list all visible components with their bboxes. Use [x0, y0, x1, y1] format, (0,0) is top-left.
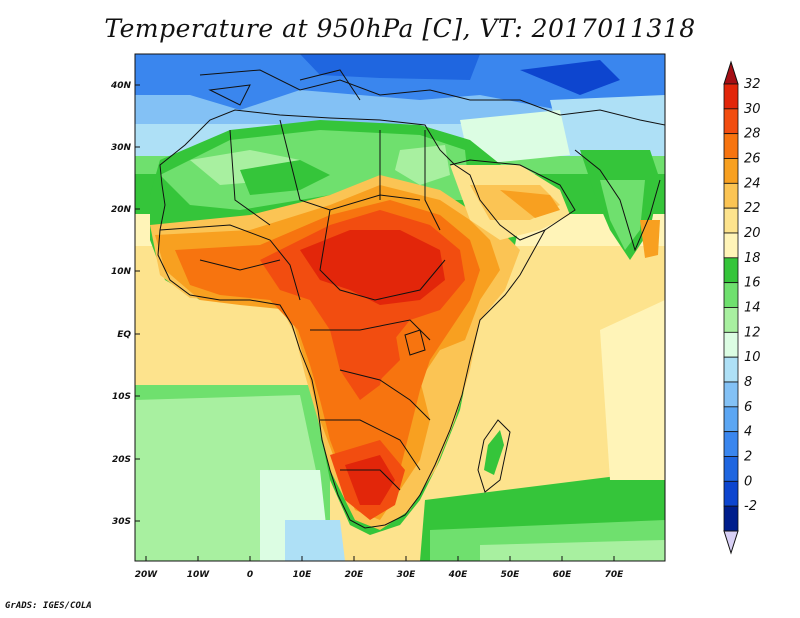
colorbar-segment	[723, 282, 739, 308]
lat-label: 30N	[111, 143, 132, 153]
colorbar-segment	[723, 406, 739, 433]
colorbar-segment	[723, 431, 739, 457]
lon-label: 10W	[187, 570, 211, 580]
temperature-field	[135, 54, 665, 561]
colorbar-label: 28	[744, 127, 761, 142]
credit-text: GrADS: IGES/COLA	[5, 601, 92, 611]
lat-label: 10S	[112, 392, 131, 402]
colorbar-label: 0	[744, 474, 752, 489]
lon-label: 20W	[135, 570, 159, 580]
colorbar-segment	[723, 257, 739, 284]
colorbar-label: 16	[744, 276, 761, 291]
colorbar-segment	[723, 108, 739, 135]
colorbar-segment	[723, 232, 739, 259]
lat-label: 20N	[111, 205, 132, 215]
colorbar-label: 8	[744, 375, 752, 390]
colorbar-segment	[723, 83, 739, 110]
colorbar-label: 12	[744, 325, 761, 340]
lon-label: 70E	[605, 570, 625, 580]
colorbar-segment	[723, 307, 739, 333]
lon-label: 60E	[553, 570, 573, 580]
colorbar-label: 4	[744, 425, 752, 440]
lon-label: 10E	[293, 570, 313, 580]
colorbar-segment	[723, 207, 739, 234]
colorbar-segment	[723, 456, 739, 482]
colorbar-segment	[723, 182, 739, 209]
colorbar-segment	[723, 505, 739, 532]
colorbar-bottom-triangle	[723, 530, 739, 555]
lon-label: 0	[247, 570, 253, 580]
lat-label: 20S	[112, 455, 131, 465]
colorbar-segment	[723, 356, 739, 383]
longitude-labels: 20W 10W 0 10E 20E 30E 40E 50E 60E 70E	[135, 570, 624, 580]
colorbar-label: 20	[744, 226, 761, 241]
map-frame	[134, 53, 666, 562]
colorbar-label: 2	[744, 450, 752, 465]
lat-label: EQ	[117, 330, 131, 340]
latitude-labels: 40N 30N 20N 10N EQ 10S 20S 30S	[110, 81, 132, 527]
colorbar-segment	[723, 480, 739, 507]
colorbar-segment	[723, 331, 739, 358]
colorbar-segment	[723, 133, 739, 159]
colorbar-label: 24	[744, 176, 761, 191]
coastlines	[157, 69, 665, 529]
colorbar-label: 22	[744, 201, 761, 216]
colorbar-label: 32	[744, 77, 761, 92]
lat-label: 30S	[112, 517, 131, 527]
map-title: Temperature at 950hPa [C], VT: 201701131…	[104, 14, 696, 43]
lon-label: 20E	[345, 570, 365, 580]
colorbar-label: 26	[744, 152, 761, 167]
lon-label: 50E	[501, 570, 521, 580]
colorbar-top-triangle	[723, 60, 739, 85]
colorbar-label: 14	[744, 301, 761, 316]
colorbar-label: 30	[744, 102, 761, 117]
colorbar-label: 10	[744, 350, 761, 365]
colorbar-label: -2	[744, 499, 757, 514]
lon-label: 40E	[448, 570, 469, 580]
lat-label: 10N	[111, 267, 132, 277]
colorbar-segment	[723, 381, 739, 408]
lat-label: 40N	[110, 81, 132, 91]
colorbar-segment	[723, 158, 739, 184]
lon-label: 30E	[397, 570, 417, 580]
colorbar-label: 18	[744, 251, 761, 266]
colorbar-label: 6	[744, 400, 752, 415]
